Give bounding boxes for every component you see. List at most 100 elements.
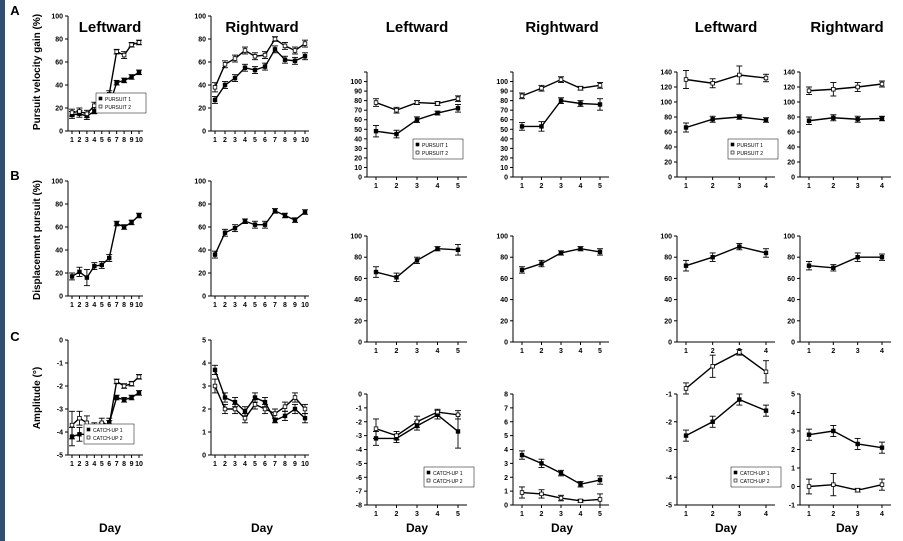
x-tick-label: 7 [273,302,277,309]
data-point [831,428,836,434]
y-tick-label: 60 [198,60,206,67]
data-point [455,247,461,252]
data-point [242,415,248,421]
data-point [69,422,75,428]
data-point [394,107,399,113]
series-line [685,116,767,129]
data-point [92,263,97,269]
y-tick-label: 4 [202,361,206,368]
x-tick-label: 3 [233,302,237,309]
x-tick-label: 4 [579,183,583,190]
x-axis-title: Day [406,521,428,535]
legend: CATCH-UP 1 CATCH-UP 2 [83,423,135,445]
data-point [222,395,228,400]
data-point [578,481,583,487]
data-point [282,43,288,49]
data-point [262,399,268,405]
data-point [578,86,583,91]
data-point [558,250,564,256]
x-tick-label: 1 [520,348,524,355]
data-point [710,419,715,424]
data-point [302,41,308,46]
y-tick-label: 20 [664,160,672,167]
x-tick-label: 2 [540,348,544,355]
data-point [114,221,119,226]
y-tick-label: 100 [496,234,508,241]
data-point [558,495,564,501]
y-tick-label: -1 [57,361,63,368]
row-label: B [10,168,19,183]
x-tick-label: 2 [395,348,399,355]
data-point [578,498,583,504]
y-tick-label: 0 [504,503,508,510]
data-point [855,84,860,90]
data-point [242,48,248,53]
y-tick-label: 100 [350,234,362,241]
y-tick-label: -2 [356,419,362,426]
left-accent-bar [0,0,5,541]
y-tick-label: 100 [194,14,206,21]
legend: CATCH-UP 1 CATCH-UP 2 [423,466,475,488]
x-tick-label: 7 [115,302,119,309]
x-tick-label: 9 [130,137,134,144]
data-point [222,62,228,67]
data-point [394,131,399,137]
y-tick-label: 20 [55,106,63,113]
y-tick-label: 60 [354,276,362,283]
legend-marker [86,427,91,432]
data-point [806,484,812,489]
x-tick-label: 5 [253,302,257,309]
data-point [136,40,142,45]
x-tick-label: 9 [130,302,134,309]
data-point [539,86,544,91]
data-point [292,217,298,223]
x-tick-label: 5 [253,461,257,468]
y-tick-label: 50 [354,127,362,134]
data-point [242,409,248,414]
data-point [597,477,603,483]
y-tick-label: 40 [354,136,362,143]
y-tick-label: -3 [356,433,362,440]
x-tick-label: 8 [283,461,287,468]
data-point [302,209,308,215]
x-tick-label: 10 [301,302,309,309]
y-tick-label: 140 [660,70,672,77]
data-point [114,395,119,400]
data-point [212,367,218,373]
legend: PURSUIT 1 PURSUIT 2 [412,138,464,160]
x-axis-title: Day [836,521,858,535]
x-tick-label: 3 [85,302,89,309]
data-point [806,118,812,123]
x-tick-label: 5 [598,348,602,355]
data-point [262,52,268,58]
data-point [597,497,603,502]
panel-A5: 0 20 40 60 80 100 120 140 1 2 3 4 PURSUIT 1 PURSUIT 2 [660,65,779,190]
y-tick-label: 0 [504,175,508,182]
data-point [737,350,742,355]
y-tick-label: 7 [504,405,508,412]
x-tick-label: 2 [395,511,399,518]
series-line [214,38,306,88]
x-tick-label: 5 [598,183,602,190]
x-tick-label: 4 [92,461,96,468]
y-tick-label: 80 [354,98,362,105]
legend-box [83,423,135,445]
x-tick-label: 7 [115,461,119,468]
series-line [808,483,883,491]
legend-label: PURSUIT 1 [105,97,131,103]
y-tick-label: 6 [504,419,508,426]
y-tick-label: 60 [198,225,206,232]
x-tick-label: 3 [559,183,563,190]
data-point [222,82,228,88]
x-tick-label: 3 [856,183,860,190]
data-point [683,77,689,82]
y-tick-label: -4 [666,475,672,482]
data-point [114,80,119,85]
data-point [539,124,544,129]
data-point [855,117,860,122]
data-point [129,74,134,80]
x-tick-label: 3 [559,348,563,355]
y-tick-label: 80 [55,37,63,44]
